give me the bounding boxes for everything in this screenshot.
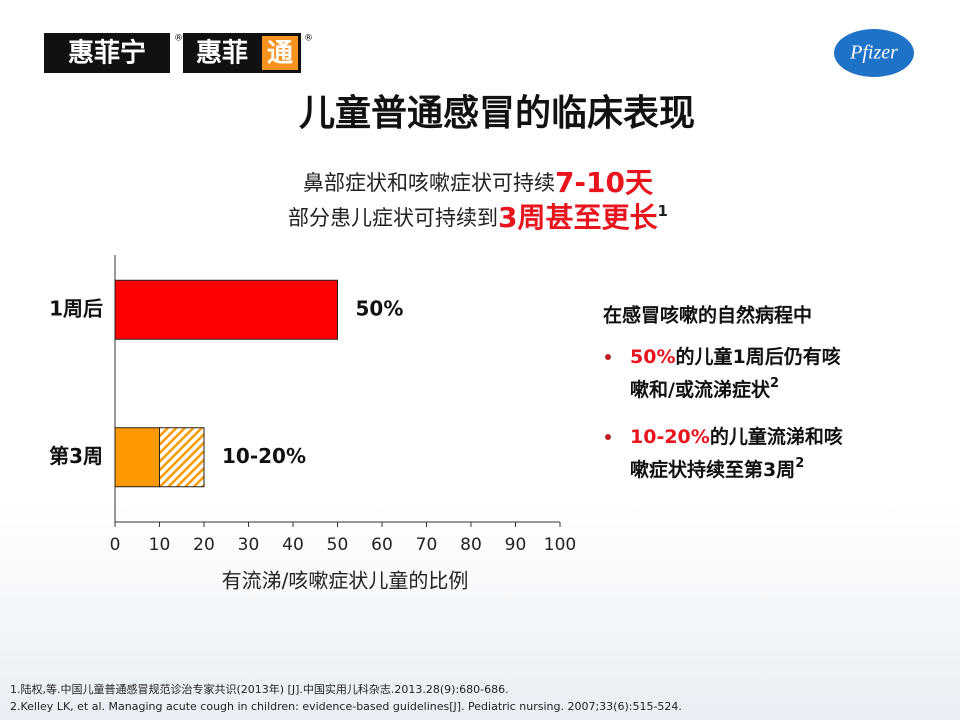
x-tick-label: 50 xyxy=(327,535,349,555)
logo-mark: ® xyxy=(304,34,313,44)
pfizer-logo xyxy=(834,29,914,77)
bar xyxy=(159,427,205,488)
logo-text: 惠菲 xyxy=(196,39,248,69)
subtitle-text: 鼻部症状和咳嗽症状可持续 xyxy=(303,171,555,195)
bar xyxy=(114,279,338,340)
logo-mark: ® xyxy=(174,34,183,44)
y-tick-label: 1周后 xyxy=(49,296,103,320)
value-label: 50% xyxy=(356,296,404,320)
x-tick-label: 60 xyxy=(371,535,393,555)
x-tick-label: 30 xyxy=(238,535,260,555)
x-tick-label: 40 xyxy=(282,535,304,555)
subtitle-text: 部分患儿症状可持续到 xyxy=(288,206,498,230)
bullet-line: 50%的儿童1周后仍有咳 xyxy=(630,345,841,368)
logo-accent xyxy=(262,36,298,70)
chart: 0 10 20 30 40 50 60 70 80 90 100 有流涕/咳嗽症状儿童的比例 1周后 50… xyxy=(49,255,576,593)
bullet-line: 嗽和/或流涕症状2 xyxy=(630,376,779,401)
subtitle-highlight: 7-10天 xyxy=(555,166,653,199)
x-tick-label: 90 xyxy=(505,535,527,555)
bullet-text: 的儿童1周后仍有咳 xyxy=(675,345,840,368)
superscript: 1 xyxy=(658,202,668,220)
y-tick-label: 第3周 xyxy=(49,444,103,468)
x-axis-label: 有流涕/咳嗽症状儿童的比例 xyxy=(222,569,469,593)
superscript: 2 xyxy=(770,376,779,391)
x-tick-label: 100 xyxy=(544,535,576,555)
logo-text: 通 xyxy=(267,39,293,69)
bullets: 50%的儿童1周后仍有咳嗽和/或流涕症状210-20%的儿童流涕和咳嗽症状持续至… xyxy=(605,345,843,481)
x-tick-label: 10 xyxy=(149,535,171,555)
pfizer-text: Pfizer xyxy=(849,42,898,64)
x-tick-label: 20 xyxy=(193,535,215,555)
bullet-text: 嗽和/或流涕症状 xyxy=(630,378,771,401)
bullet-highlight: 10-20% xyxy=(630,426,710,448)
bullet-line: 嗽症状持续至第3周2 xyxy=(630,456,804,481)
title: 儿童普通感冒的临床表现 xyxy=(299,92,695,134)
bullet-dot xyxy=(605,434,611,440)
reference: 1.陆权,等.中国儿童普通感冒规范诊治专家共识(2013年) [J].中国实用儿… xyxy=(10,682,509,696)
bullet-text: 嗽症状持续至第3周 xyxy=(630,458,795,481)
subtitle-highlight: 3周甚至更长 xyxy=(498,201,657,234)
bar xyxy=(114,427,160,488)
bullet-text: 的儿童流涕和咳 xyxy=(710,425,843,448)
x-tick-label: 70 xyxy=(416,535,438,555)
x-tick-label: 80 xyxy=(460,535,482,555)
bullet-dot xyxy=(605,354,611,360)
logo-box xyxy=(44,33,170,73)
references: 1.陆权,等.中国儿童普通感冒规范诊治专家共识(2013年) [J].中国实用儿… xyxy=(10,682,682,713)
superscript: 2 xyxy=(795,456,804,471)
bullet-line: 10-20%的儿童流涕和咳 xyxy=(630,425,843,448)
subtitle: 部分患儿症状可持续到3周甚至更长1 xyxy=(288,201,668,234)
reference: 2.Kelley LK, et al. Managing acute cough… xyxy=(10,700,682,713)
value-label: 10-20% xyxy=(222,444,306,468)
x-tick-label: 0 xyxy=(110,535,121,555)
side-heading: 在感冒咳嗽的自然病程中 xyxy=(603,304,812,327)
bullet-highlight: 50% xyxy=(630,346,675,368)
subtitle: 鼻部症状和咳嗽症状可持续7-10天 xyxy=(303,166,653,199)
logo-text: 惠菲宁 xyxy=(68,38,146,69)
